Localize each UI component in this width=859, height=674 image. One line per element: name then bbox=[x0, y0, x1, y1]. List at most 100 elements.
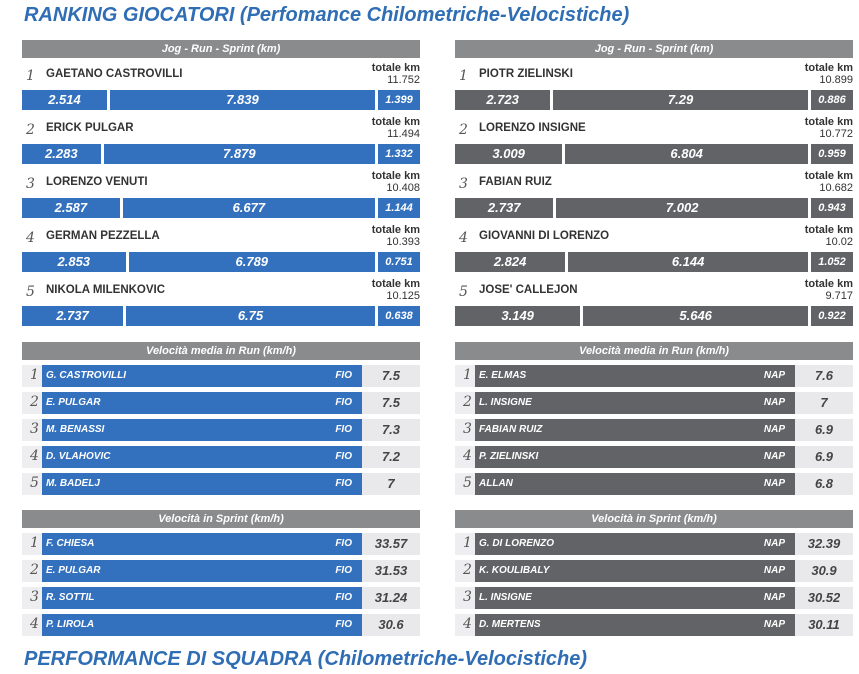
value: 31.24 bbox=[362, 587, 420, 609]
player-name: GIOVANNI DI LORENZO bbox=[479, 230, 610, 242]
total-label: totale km bbox=[804, 116, 853, 128]
segment-value: 1.144 bbox=[385, 202, 413, 214]
total-value: 11.752 bbox=[387, 74, 420, 86]
value: 7.6 bbox=[795, 365, 853, 387]
row-bar: FABIAN RUIZ NAP bbox=[475, 419, 795, 441]
rank: 2 bbox=[26, 122, 35, 138]
value: 7 bbox=[795, 392, 853, 414]
player-name: G. DI LORENZO bbox=[479, 538, 554, 549]
value: 30.52 bbox=[795, 587, 853, 609]
bar-segment: 7.29 bbox=[553, 90, 808, 110]
panel-header: Velocità in Sprint (km/h) bbox=[455, 510, 853, 528]
bar-segment: 0.922 bbox=[811, 306, 853, 326]
bar-segment: 6.804 bbox=[565, 144, 808, 164]
bar-segment: 0.943 bbox=[811, 198, 853, 218]
rank: 4 bbox=[30, 448, 39, 464]
player-name: LORENZO VENUTI bbox=[46, 176, 148, 188]
bar-segment: 2.737 bbox=[455, 198, 554, 218]
segment-value: 3.009 bbox=[492, 146, 525, 161]
total-value: 10.899 bbox=[819, 74, 853, 86]
bar-segment: 1.052 bbox=[811, 252, 853, 272]
rank: 2 bbox=[459, 122, 468, 138]
player-name: R. SOTTIL bbox=[46, 592, 95, 603]
bar-segment: 0.886 bbox=[811, 90, 853, 110]
row-bar: F. CHIESA FIO bbox=[42, 533, 362, 555]
bar-segment: 1.399 bbox=[378, 90, 420, 110]
bar-segment: 3.149 bbox=[455, 306, 581, 326]
value: 30.6 bbox=[362, 614, 420, 636]
rank: 2 bbox=[30, 562, 39, 578]
rank: 3 bbox=[26, 176, 35, 192]
bar-segment: 0.751 bbox=[378, 252, 420, 272]
segment-value: 7.29 bbox=[667, 92, 694, 107]
segment-value: 0.959 bbox=[818, 148, 846, 160]
panel-header: Velocità in Sprint (km/h) bbox=[22, 510, 420, 528]
player-name: JOSE' CALLEJON bbox=[479, 284, 578, 296]
player-name: M. BENASSI bbox=[46, 424, 105, 435]
segment-value: 5.646 bbox=[679, 308, 712, 323]
team: FIO bbox=[335, 565, 352, 576]
total-label: totale km bbox=[371, 62, 420, 74]
rank: 1 bbox=[30, 367, 39, 383]
row-bar: E. PULGAR FIO bbox=[42, 392, 362, 414]
segment-value: 2.824 bbox=[493, 254, 527, 269]
value: 31.53 bbox=[362, 560, 420, 582]
rank: 5 bbox=[26, 284, 35, 300]
panel-header: Jog - Run - Sprint (km) bbox=[455, 40, 853, 58]
row-bar: M. BENASSI FIO bbox=[42, 419, 362, 441]
team: NAP bbox=[763, 478, 785, 489]
team: FIO bbox=[335, 619, 352, 630]
value: 7.5 bbox=[362, 392, 420, 414]
player-name: NIKOLA MILENKOVIC bbox=[46, 284, 166, 296]
player-name: ALLAN bbox=[479, 478, 513, 489]
row-bar: E. PULGAR FIO bbox=[42, 560, 362, 582]
value: 30.9 bbox=[795, 560, 853, 582]
total-label: totale km bbox=[804, 62, 853, 74]
bar-segment: 3.009 bbox=[455, 144, 563, 164]
total-label: totale km bbox=[371, 278, 420, 290]
page-title: RANKING GIOCATORI (Perfomance Chilometri… bbox=[24, 4, 630, 26]
segment-value: 7.839 bbox=[226, 92, 259, 107]
bar-segment: 6.677 bbox=[122, 198, 375, 218]
value: 7.2 bbox=[362, 446, 420, 468]
team: FIO bbox=[335, 478, 352, 489]
value: 32.39 bbox=[795, 533, 853, 555]
bar-segment: 2.824 bbox=[455, 252, 566, 272]
player-name: PIOTR ZIELINSKI bbox=[479, 68, 573, 80]
segment-value: 0.922 bbox=[818, 310, 846, 322]
rank: 3 bbox=[463, 589, 472, 605]
rank: 1 bbox=[463, 367, 472, 383]
rank: 4 bbox=[30, 616, 39, 632]
segment-value: 0.751 bbox=[385, 256, 413, 268]
bar-segment: 6.144 bbox=[568, 252, 808, 272]
rank: 3 bbox=[459, 176, 468, 192]
player-name: P. ZIELINSKI bbox=[479, 451, 539, 462]
rank: 1 bbox=[26, 68, 35, 84]
team: NAP bbox=[763, 592, 785, 603]
player-name: D. MERTENS bbox=[479, 619, 541, 630]
bar-segment: 0.638 bbox=[378, 306, 420, 326]
value: 7 bbox=[362, 473, 420, 495]
rank: 2 bbox=[463, 562, 472, 578]
segment-value: 6.144 bbox=[671, 254, 705, 269]
panel-header: Jog - Run - Sprint (km) bbox=[22, 40, 420, 58]
row-bar: K. KOULIBALY NAP bbox=[475, 560, 795, 582]
bar-segment: 2.737 bbox=[22, 306, 123, 326]
rank: 1 bbox=[30, 535, 39, 551]
player-name: E. PULGAR bbox=[46, 397, 101, 408]
team: NAP bbox=[763, 538, 785, 549]
segment-value: 1.399 bbox=[385, 94, 413, 106]
team: NAP bbox=[763, 565, 785, 576]
bar-segment: 2.283 bbox=[22, 144, 101, 164]
rank: 5 bbox=[459, 284, 468, 300]
team: NAP bbox=[763, 397, 785, 408]
player-name: ERICK PULGAR bbox=[46, 122, 134, 134]
row-bar: D. MERTENS NAP bbox=[475, 614, 795, 636]
segment-value: 3.149 bbox=[501, 308, 534, 323]
value: 30.11 bbox=[795, 614, 853, 636]
segment-value: 0.638 bbox=[385, 310, 413, 322]
rank: 3 bbox=[30, 589, 39, 605]
segment-value: 2.737 bbox=[487, 200, 521, 215]
bar-segment: 1.332 bbox=[378, 144, 420, 164]
value: 6.9 bbox=[795, 446, 853, 468]
